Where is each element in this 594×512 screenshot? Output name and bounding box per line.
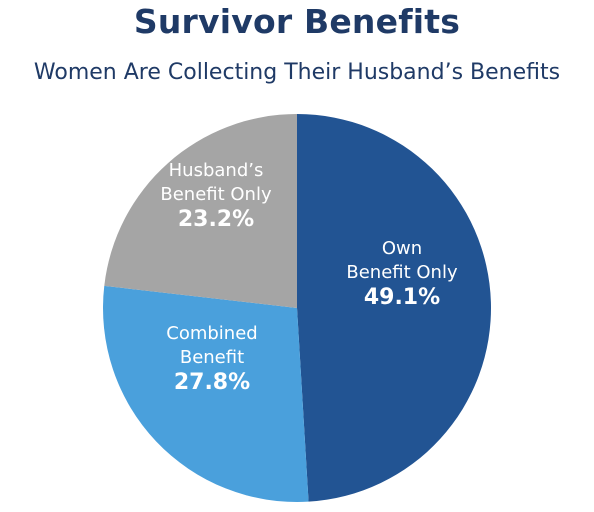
slice-value-label: 23.2% <box>178 207 254 232</box>
slice-value-label: 49.1% <box>364 285 440 310</box>
chart-title: Survivor Benefits <box>133 2 461 41</box>
pie-slice-2 <box>104 114 298 308</box>
pie-slice-0 <box>297 114 491 502</box>
chart-subtitle: Women Are Collecting Their Husband’s Ben… <box>33 60 561 85</box>
slice-name-line: Benefit Only <box>346 262 458 283</box>
slice-name-line: Combined <box>166 323 257 344</box>
slice-label-0: Own Benefit Only 49.1% <box>346 238 458 310</box>
slice-label-2: Husband’s Benefit Only 23.2% <box>160 160 272 232</box>
slice-name-line: Husband’s <box>169 160 264 181</box>
slice-label-1: Combined Benefit 27.8% <box>166 323 257 395</box>
pie-slice-1 <box>103 285 309 502</box>
slice-name-line: Own <box>382 238 422 259</box>
slice-name-line: Benefit Only <box>160 184 272 205</box>
slice-value-label: 27.8% <box>174 370 250 395</box>
slice-name-line: Benefit <box>180 347 244 368</box>
